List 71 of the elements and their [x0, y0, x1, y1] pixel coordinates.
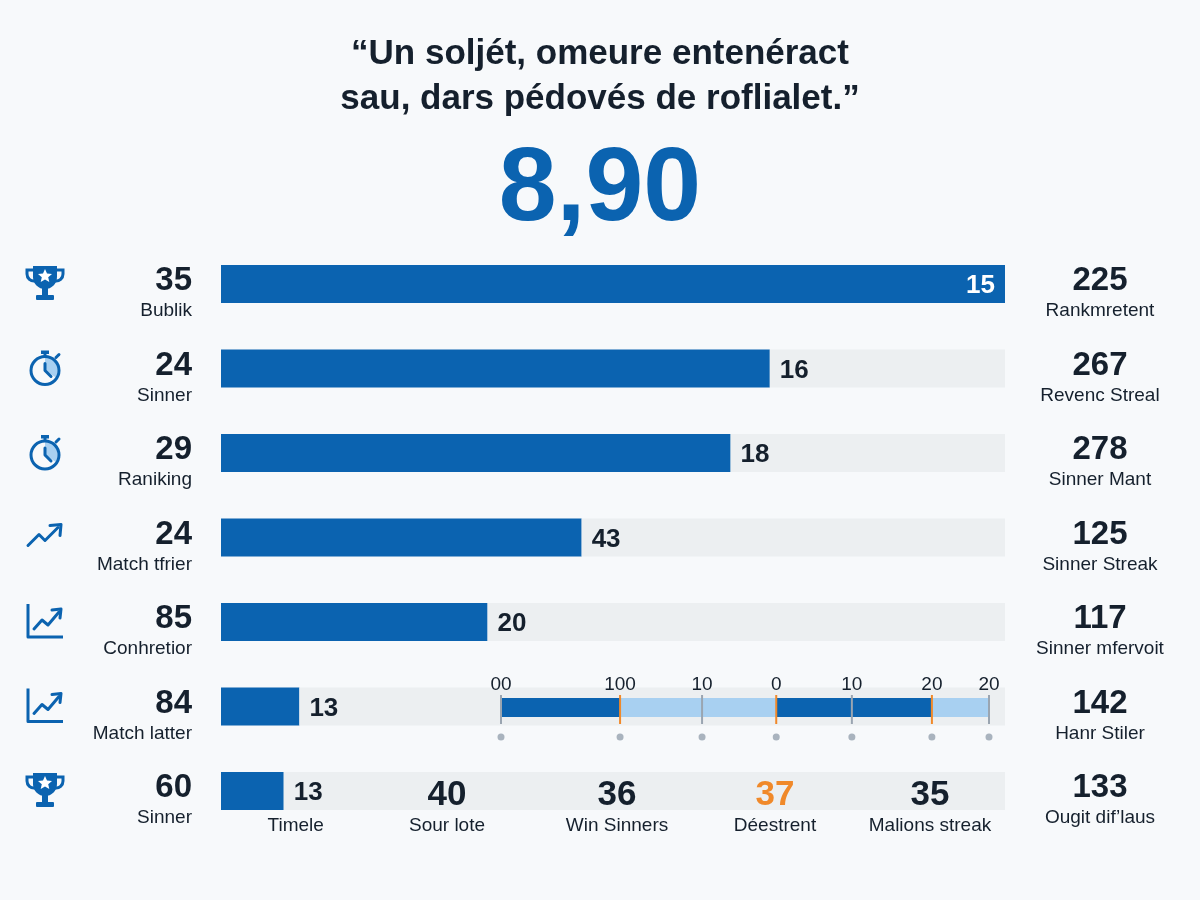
bar — [730, 434, 1005, 472]
annotation: 40 — [427, 773, 467, 812]
y-tick-label: Conhretior — [103, 637, 193, 658]
y-tick-label: Match tfrier — [96, 552, 193, 574]
annotation: 15 — [966, 269, 995, 299]
annotation: 0 — [770, 673, 782, 694]
annotation: 20 — [921, 673, 943, 694]
text: 24 — [155, 344, 193, 382]
annotation: 13 — [293, 776, 323, 806]
y-tick-label: Sinner — [137, 806, 193, 827]
annotation: 16 — [779, 353, 809, 384]
text: 125 — [1072, 513, 1128, 551]
text: 278 — [1072, 429, 1128, 466]
annotation: 100 — [604, 673, 636, 694]
annotation: Sour lote — [408, 814, 486, 835]
annotation: Win Sinners — [565, 814, 669, 835]
annotation: 10 — [691, 673, 713, 694]
annotation: 35 — [910, 773, 950, 812]
bar — [487, 603, 1005, 641]
bar — [851, 698, 932, 717]
bar — [620, 698, 703, 717]
annotation: 18 — [740, 438, 770, 468]
text: 117 — [1073, 598, 1127, 635]
text: 29 — [155, 429, 192, 466]
y-tick-label: Match latter — [92, 721, 193, 743]
bar — [581, 518, 1005, 557]
text: Sinner Mant — [1048, 468, 1152, 489]
bar — [702, 698, 777, 717]
bar — [769, 349, 1005, 388]
bar — [283, 772, 1005, 810]
bar — [501, 698, 621, 717]
y-tick-label: Bublik — [140, 299, 193, 320]
text: 60 — [155, 767, 192, 804]
text: Sinner mfervoit — [1036, 637, 1165, 658]
bar — [931, 698, 989, 717]
text: 267 — [1072, 344, 1128, 382]
bar — [221, 434, 731, 472]
annotation: 20 — [497, 607, 527, 637]
text: 133 — [1072, 767, 1128, 804]
annotation: 20 — [978, 673, 1000, 694]
text: 84 — [155, 682, 193, 720]
text: Sinner Streak — [1042, 552, 1159, 574]
annotation: Déestrent — [733, 814, 817, 835]
annotation: 13 — [309, 691, 339, 722]
text: 85 — [155, 598, 192, 635]
text: 24 — [155, 513, 193, 551]
bar — [221, 518, 582, 557]
text: Hanr Stiler — [1055, 721, 1146, 743]
annotation: 43 — [591, 522, 621, 553]
bar — [776, 698, 852, 717]
text: 35 — [155, 260, 192, 297]
text: Rankmretent — [1045, 299, 1156, 320]
text: 142 — [1072, 682, 1128, 720]
bar — [221, 349, 770, 388]
annotation: 10 — [841, 673, 863, 694]
annotation: 00 — [490, 673, 512, 694]
text: Revenc Streal — [1040, 383, 1160, 405]
annotation: Timele — [267, 814, 324, 835]
y-tick-label: Raniking — [118, 468, 192, 489]
annotation: Malions streak — [868, 814, 992, 835]
bar — [221, 603, 488, 641]
chart-subtitle: 8,90 — [498, 126, 702, 242]
annotation: 36 — [597, 773, 637, 812]
y-tick-label: Sinner — [137, 383, 193, 405]
bar — [221, 772, 284, 810]
text: 225 — [1072, 260, 1128, 297]
text: Ougit dif’laus — [1044, 806, 1156, 827]
annotation: 37 — [755, 773, 795, 812]
chart-title: “Un soljét, omeure entenéract sau, dars pédovés de roflialet.” — [340, 32, 860, 116]
bar — [221, 687, 300, 726]
bar — [221, 265, 1005, 303]
